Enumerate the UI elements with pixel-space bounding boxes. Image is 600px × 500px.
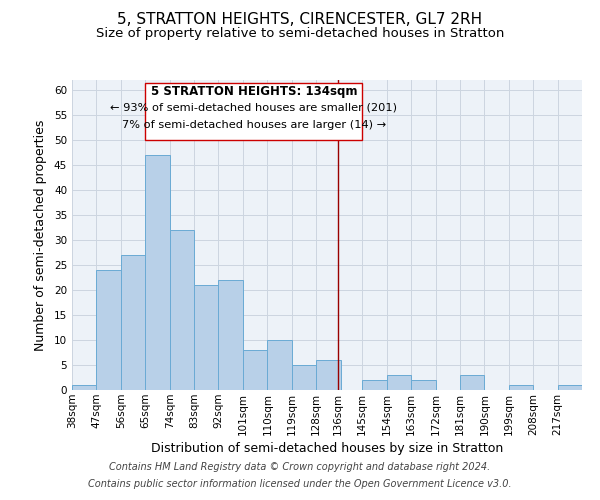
FancyBboxPatch shape <box>145 82 362 140</box>
Bar <box>509 385 533 390</box>
Text: Contains public sector information licensed under the Open Government Licence v3: Contains public sector information licen… <box>88 479 512 489</box>
Bar <box>292 365 316 390</box>
Bar <box>194 285 218 390</box>
Bar <box>121 255 145 390</box>
Text: 5 STRATTON HEIGHTS: 134sqm: 5 STRATTON HEIGHTS: 134sqm <box>151 86 357 98</box>
Text: Contains HM Land Registry data © Crown copyright and database right 2024.: Contains HM Land Registry data © Crown c… <box>109 462 491 472</box>
Bar <box>460 375 484 390</box>
Bar <box>72 385 97 390</box>
Bar <box>411 380 436 390</box>
Bar <box>243 350 268 390</box>
Text: 5, STRATTON HEIGHTS, CIRENCESTER, GL7 2RH: 5, STRATTON HEIGHTS, CIRENCESTER, GL7 2R… <box>118 12 482 28</box>
Bar <box>268 340 292 390</box>
Text: Size of property relative to semi-detached houses in Stratton: Size of property relative to semi-detach… <box>96 28 504 40</box>
Y-axis label: Number of semi-detached properties: Number of semi-detached properties <box>34 120 47 350</box>
X-axis label: Distribution of semi-detached houses by size in Stratton: Distribution of semi-detached houses by … <box>151 442 503 455</box>
Bar <box>362 380 386 390</box>
Bar <box>97 270 121 390</box>
Bar <box>557 385 582 390</box>
Bar <box>218 280 243 390</box>
Bar <box>386 375 411 390</box>
Text: 7% of semi-detached houses are larger (14) →: 7% of semi-detached houses are larger (1… <box>122 120 386 130</box>
Text: ← 93% of semi-detached houses are smaller (201): ← 93% of semi-detached houses are smalle… <box>110 103 397 113</box>
Bar <box>316 360 341 390</box>
Bar <box>170 230 194 390</box>
Bar <box>145 155 170 390</box>
